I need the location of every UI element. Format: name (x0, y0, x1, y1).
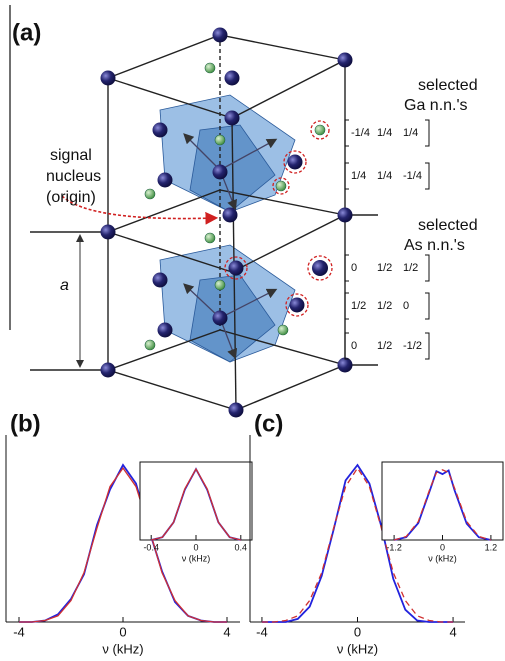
vector-component: 1/4 (351, 170, 366, 182)
vector-component: 1/4 (377, 127, 392, 139)
bracket (425, 120, 429, 146)
bracket (425, 163, 429, 189)
panel-label: (c) (254, 410, 283, 437)
x-tick-label: -0.4 (143, 542, 159, 552)
bracket (425, 255, 429, 281)
vector-component: -1/4 (351, 127, 370, 139)
signal-label: signal (50, 147, 92, 164)
x-tick-label: 1.2 (485, 542, 498, 552)
vector-component: 1/2 (377, 300, 392, 312)
x-tick-label: -1.2 (386, 542, 402, 552)
vector-component: 1/2 (377, 262, 392, 274)
vector-component: 1/4 (377, 170, 392, 182)
vector-component: 1/2 (351, 300, 366, 312)
x-tick-label: 4 (223, 624, 230, 639)
legend-heading: selected (418, 217, 478, 234)
vector-component: 1/4 (403, 127, 418, 139)
legend-heading: As n.n.'s (404, 237, 465, 254)
lattice-label: a (60, 277, 69, 294)
x-tick-label: 0 (354, 624, 361, 639)
x-tick-label: 0 (193, 542, 198, 552)
x-tick-label: -4 (13, 624, 25, 639)
x-axis-label: ν (kHz) (337, 641, 378, 656)
vector-component: -1/2 (403, 340, 422, 352)
x-tick-label: 0 (119, 624, 126, 639)
x-tick-label: 4 (449, 624, 456, 639)
signal-label: nucleus (46, 168, 101, 185)
legend-heading: selected (418, 77, 478, 94)
inset-frame (140, 462, 252, 540)
vector-component: 0 (351, 340, 357, 352)
legend-heading: Ga n.n.'s (404, 97, 468, 114)
figure: (a) signal nucleus (origin) a selected G… (0, 0, 505, 661)
bracket (425, 333, 429, 359)
vector-component: 0 (351, 262, 357, 274)
panel-label: (a) (12, 19, 41, 46)
x-axis-label: ν (kHz) (428, 553, 457, 563)
vector-component: 0 (403, 300, 409, 312)
vector-component: 1/2 (377, 340, 392, 352)
x-tick-label: -4 (256, 624, 268, 639)
x-axis-label: ν (kHz) (182, 553, 211, 563)
crystal-structure (10, 5, 378, 418)
x-axis-label: ν (kHz) (102, 641, 143, 656)
panel-label: (b) (10, 410, 41, 437)
signal-label: (origin) (46, 189, 96, 206)
bracket (425, 293, 429, 319)
vector-component: -1/4 (403, 170, 422, 182)
vector-component: 1/2 (403, 262, 418, 274)
x-tick-label: 0 (440, 542, 445, 552)
x-tick-label: 0.4 (235, 542, 248, 552)
